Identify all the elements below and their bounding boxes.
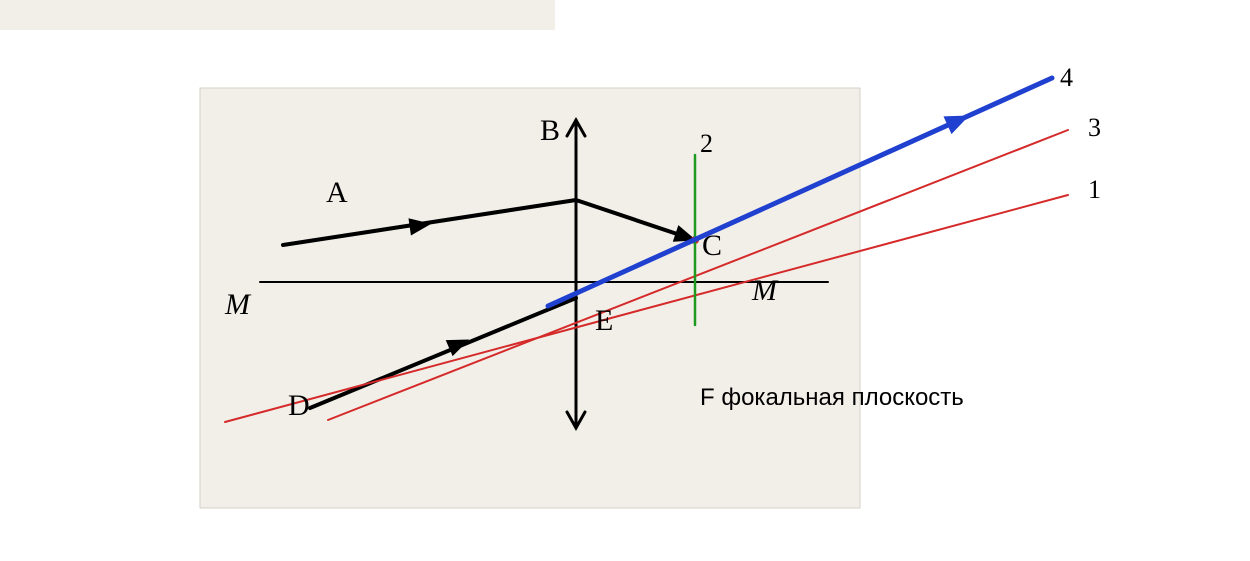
label-M-left: M — [224, 288, 252, 321]
label-A: A — [326, 176, 348, 209]
label-C: C — [702, 229, 722, 262]
label-D: D — [288, 389, 310, 422]
label-4: 4 — [1060, 63, 1073, 92]
focal-plane-caption: F фокальная плоскость — [700, 384, 964, 411]
label-2: 2 — [700, 129, 713, 158]
label-E: E — [595, 304, 613, 337]
optics-diagram: A B D E M M 1 2 34 C F фокальная плоскость — [0, 0, 1250, 561]
label-M-right: M — [751, 274, 779, 307]
label-3: 3 — [1088, 113, 1101, 142]
paper-top-strip — [0, 0, 555, 30]
label-B: B — [540, 114, 560, 147]
label-1: 1 — [1088, 175, 1101, 204]
